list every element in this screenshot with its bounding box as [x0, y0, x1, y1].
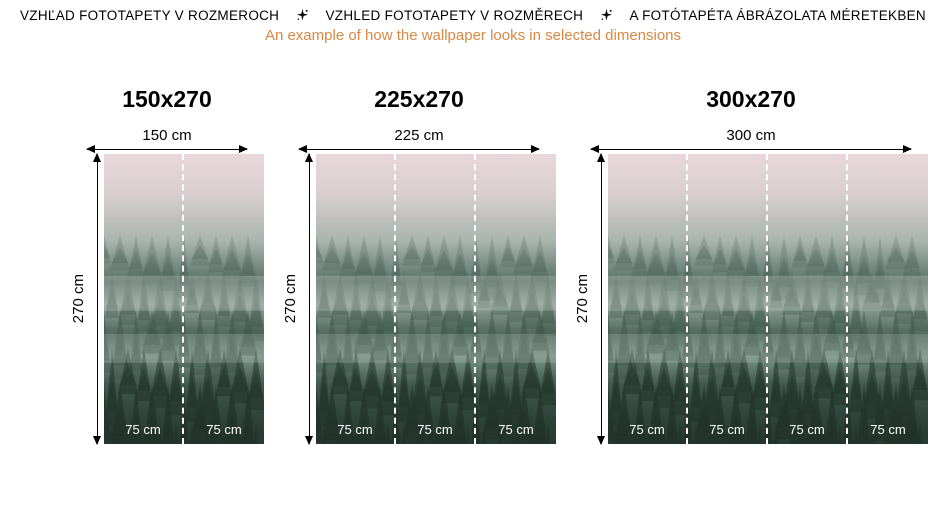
segment-width-label: 75 cm — [104, 422, 182, 437]
panel-segment: 75 cm — [608, 154, 688, 444]
segment-width-label: 75 cm — [476, 422, 556, 437]
panel-segment: 75 cm — [476, 154, 556, 444]
width-arrow — [87, 149, 247, 150]
panel-segment: 75 cm — [396, 154, 476, 444]
width-arrow — [299, 149, 539, 150]
wallpaper-preview: 75 cm 75 cm 75 cm — [316, 154, 556, 444]
segment-width-label: 75 cm — [396, 422, 474, 437]
panel-segment: 75 cm — [316, 154, 396, 444]
height-arrow — [97, 154, 98, 444]
size-panel: 225x270 225 cm 270 cm 75 cm 75 cm 75 cm — [282, 86, 556, 444]
panel-segment: 75 cm — [184, 154, 264, 444]
panel-title: 300x270 — [706, 86, 796, 113]
subheader: An example of how the wallpaper looks in… — [20, 27, 926, 44]
panel-segment: 75 cm — [768, 154, 848, 444]
sparkle-icon — [296, 9, 309, 22]
panel-title: 225x270 — [374, 86, 464, 113]
height-label: 270 cm — [70, 274, 87, 323]
segment-width-label: 75 cm — [768, 422, 846, 437]
header-lang2: VZHLED FOTOTAPETY V ROZMĚRECH — [325, 8, 583, 23]
segment-width-label: 75 cm — [316, 422, 394, 437]
width-label: 225 cm — [394, 127, 443, 144]
segment-width-label: 75 cm — [608, 422, 686, 437]
segment-width-label: 75 cm — [184, 422, 264, 437]
wallpaper-preview: 75 cm 75 cm — [104, 154, 264, 444]
panel-segment: 75 cm — [104, 154, 184, 444]
header-lang1: VZHĽAD FOTOTAPETY V ROZMEROCH — [20, 8, 279, 23]
width-label: 300 cm — [726, 127, 775, 144]
header-row: VZHĽAD FOTOTAPETY V ROZMEROCH VZHLED FOT… — [20, 8, 926, 23]
header-lang3: A FOTÓTAPÉTA ÁBRÁZOLATA MÉRETEKBEN — [629, 8, 926, 23]
panel-segment: 75 cm — [688, 154, 768, 444]
height-label: 270 cm — [282, 274, 299, 323]
width-arrow — [591, 149, 911, 150]
sparkle-icon — [600, 9, 613, 22]
height-arrow — [601, 154, 602, 444]
height-label: 270 cm — [574, 274, 591, 323]
segment-width-label: 75 cm — [848, 422, 928, 437]
size-panel: 150x270 150 cm 270 cm 75 cm 75 cm — [70, 86, 264, 444]
panel-segment: 75 cm — [848, 154, 928, 444]
width-label: 150 cm — [142, 127, 191, 144]
panels-container: 150x270 150 cm 270 cm 75 cm 75 cm 225x27… — [20, 86, 926, 444]
panel-title: 150x270 — [122, 86, 212, 113]
size-panel: 300x270 300 cm 270 cm 75 cm 75 cm 75 cm … — [574, 86, 928, 444]
wallpaper-preview: 75 cm 75 cm 75 cm 75 cm — [608, 154, 928, 444]
segment-width-label: 75 cm — [688, 422, 766, 437]
height-arrow — [309, 154, 310, 444]
